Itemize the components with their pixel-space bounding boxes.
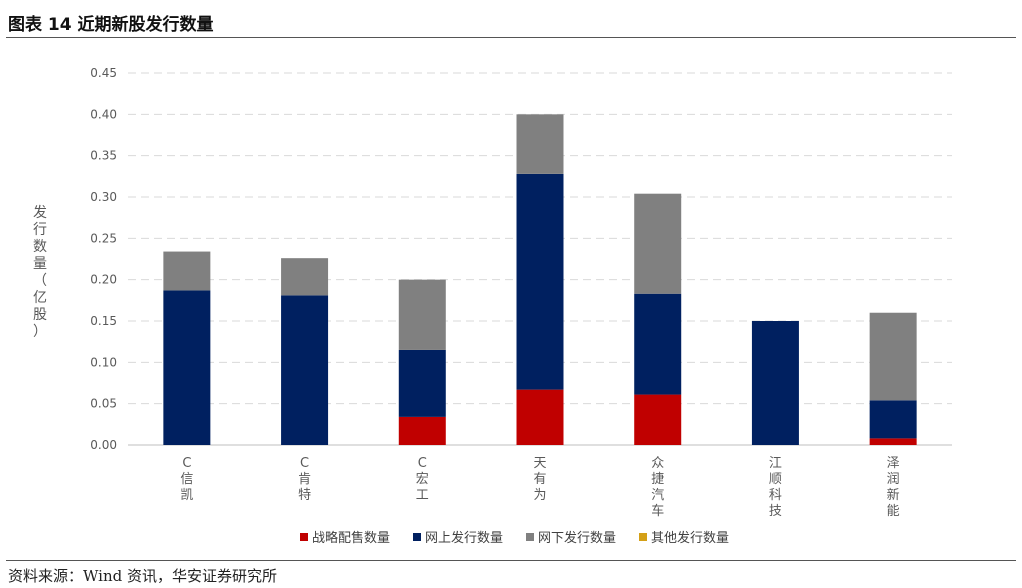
- bar-segment: [634, 193, 682, 294]
- bar-segment: [634, 394, 682, 445]
- bottom-rule: [6, 560, 1016, 561]
- y-axis-label: 发行数量（亿股）: [33, 205, 47, 340]
- legend-label: 网下发行数量: [538, 530, 616, 546]
- y-tick-label: 0.20: [90, 273, 117, 287]
- bar-segment: [516, 114, 564, 174]
- x-axis-categories: C 信凯 C 肯特 C 宏工 天有为 众捷汽车 江顺科技 泽润新能: [180, 456, 899, 519]
- figure-title: 图表 14 近期新股发行数量: [8, 15, 214, 35]
- y-tick-label: 0.00: [90, 438, 117, 452]
- bar-segment: [398, 349, 446, 417]
- y-axis-ticks: 0.00 0.05 0.10 0.15 0.20 0.25 0.30 0.35 0.40 0.45: [90, 66, 117, 452]
- y-tick-label: 0.10: [90, 355, 117, 369]
- x-category-label: 江顺科技: [769, 456, 782, 519]
- bar-segment: [869, 438, 917, 445]
- bar-segment: [869, 400, 917, 439]
- x-category-label: C 宏工: [416, 456, 429, 503]
- y-tick-label: 0.40: [90, 107, 117, 121]
- x-category-label: 天有为: [533, 456, 546, 503]
- y-tick-label: 0.30: [90, 190, 117, 204]
- bar-segment: [281, 258, 329, 296]
- bar-segment: [516, 173, 564, 390]
- bar-segment: [398, 416, 446, 445]
- x-category-label: C 肯特: [298, 456, 311, 503]
- bar-segment: [634, 293, 682, 395]
- x-category-label: C 信凯: [180, 456, 193, 503]
- legend-swatch: [300, 533, 308, 541]
- legend-swatch: [526, 533, 534, 541]
- bar-segment: [751, 321, 799, 445]
- legend-label: 其他发行数量: [651, 530, 729, 546]
- legend-swatch: [639, 533, 647, 541]
- bar-segment: [163, 290, 211, 445]
- legend-swatch: [413, 533, 421, 541]
- y-tick-label: 0.15: [90, 314, 117, 328]
- bar-segment: [516, 389, 564, 445]
- bar-segment: [281, 295, 329, 445]
- legend-label: 网上发行数量: [425, 530, 503, 546]
- legend: 战略配售数量 网上发行数量 网下发行数量 其他发行数量: [300, 530, 729, 546]
- y-tick-label: 0.05: [90, 397, 117, 411]
- bars: [163, 114, 917, 445]
- stacked-bar-chart: 0.00 0.05 0.10 0.15 0.20 0.25 0.30 0.35 0.40 0.45…: [33, 66, 952, 546]
- bar-segment: [398, 279, 446, 350]
- x-category-label: 众捷汽车: [651, 456, 664, 519]
- bar-segment: [869, 312, 917, 401]
- y-tick-label: 0.45: [90, 66, 117, 80]
- legend-label: 战略配售数量: [312, 530, 390, 546]
- x-category-label: 泽润新能: [887, 456, 900, 519]
- y-tick-label: 0.25: [90, 231, 117, 245]
- grid-lines: [128, 72, 952, 446]
- y-tick-label: 0.35: [90, 149, 117, 163]
- source-note: 资料来源：Wind 资讯，华安证券研究所: [8, 567, 277, 585]
- top-rule: [6, 37, 1016, 38]
- bar-segment: [163, 251, 211, 291]
